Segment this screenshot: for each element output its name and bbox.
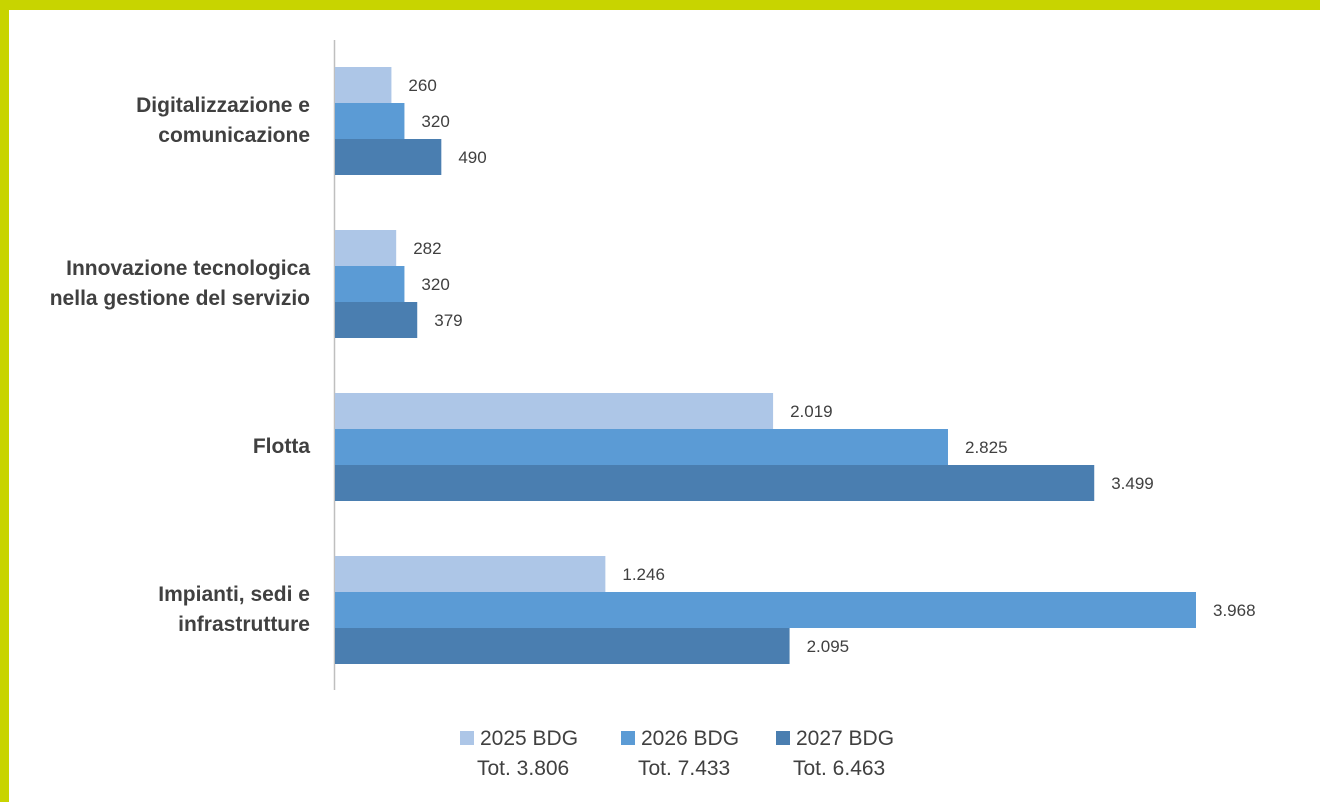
value-label-flotta-3: 3.499 bbox=[1111, 474, 1154, 493]
category-label-line: Impianti, sedi e bbox=[158, 583, 310, 606]
category-label-flotta: Flotta bbox=[0, 432, 310, 462]
value-label-impianti-1: 1.246 bbox=[622, 565, 665, 584]
value-label-flotta-2: 2.825 bbox=[965, 438, 1008, 457]
legend-swatch bbox=[621, 731, 635, 745]
category-label-line: Innovazione tecnologica bbox=[66, 257, 310, 280]
value-label-innovazione-1: 282 bbox=[413, 239, 441, 258]
legend-series-total: Tot. 7.433 bbox=[638, 757, 731, 780]
bar-digitalizzazione-2 bbox=[335, 103, 405, 139]
bar-flotta-3 bbox=[335, 465, 1095, 501]
value-label-digitalizzazione-3: 490 bbox=[458, 148, 486, 167]
value-label-impianti-3: 2.095 bbox=[807, 637, 850, 656]
category-label-line: Flotta bbox=[252, 435, 310, 458]
bar-impianti-1 bbox=[335, 556, 606, 592]
bar-innovazione-3 bbox=[335, 302, 418, 338]
legend-swatch bbox=[776, 731, 790, 745]
legend-series-name: 2027 BDG bbox=[796, 727, 895, 750]
value-label-digitalizzazione-1: 260 bbox=[408, 76, 436, 95]
value-label-flotta-1: 2.019 bbox=[790, 402, 833, 421]
value-labels-group: 260 320 490 282 320 379 2.019 2.825 3.499 1.246 3.… bbox=[408, 76, 1255, 656]
category-label-line: infrastrutture bbox=[178, 613, 310, 636]
bar-digitalizzazione-3 bbox=[335, 139, 442, 175]
category-label-digitalizzazione: Digitalizzazione e comunicazione bbox=[0, 91, 310, 151]
legend-series-name: 2025 BDG bbox=[480, 727, 579, 750]
bar-impianti-2 bbox=[335, 592, 1196, 628]
bars-group bbox=[335, 67, 1196, 664]
category-label-line: Digitalizzazione e bbox=[136, 94, 310, 117]
bar-digitalizzazione-1 bbox=[335, 67, 392, 103]
category-label-line: comunicazione bbox=[158, 124, 310, 147]
category-label-innovazione: Innovazione tecnologica nella gestione de… bbox=[0, 254, 310, 314]
legend-series-total: Tot. 3.806 bbox=[477, 757, 570, 780]
value-label-innovazione-3: 379 bbox=[434, 311, 462, 330]
bar-innovazione-1 bbox=[335, 230, 397, 266]
legend-swatch bbox=[460, 731, 474, 745]
bar-flotta-1 bbox=[335, 393, 774, 429]
bar-impianti-3 bbox=[335, 628, 790, 664]
legend-series-total: Tot. 6.463 bbox=[793, 757, 886, 780]
legend-series-name: 2026 BDG bbox=[641, 727, 740, 750]
category-label-impianti: Impianti, sedi e infrastrutture bbox=[0, 580, 310, 640]
value-label-impianti-2: 3.968 bbox=[1213, 601, 1256, 620]
value-label-digitalizzazione-2: 320 bbox=[421, 112, 449, 131]
value-label-innovazione-2: 320 bbox=[421, 275, 449, 294]
bar-flotta-2 bbox=[335, 429, 948, 465]
bar-innovazione-2 bbox=[335, 266, 405, 302]
category-label-line: nella gestione del servizio bbox=[49, 287, 310, 310]
